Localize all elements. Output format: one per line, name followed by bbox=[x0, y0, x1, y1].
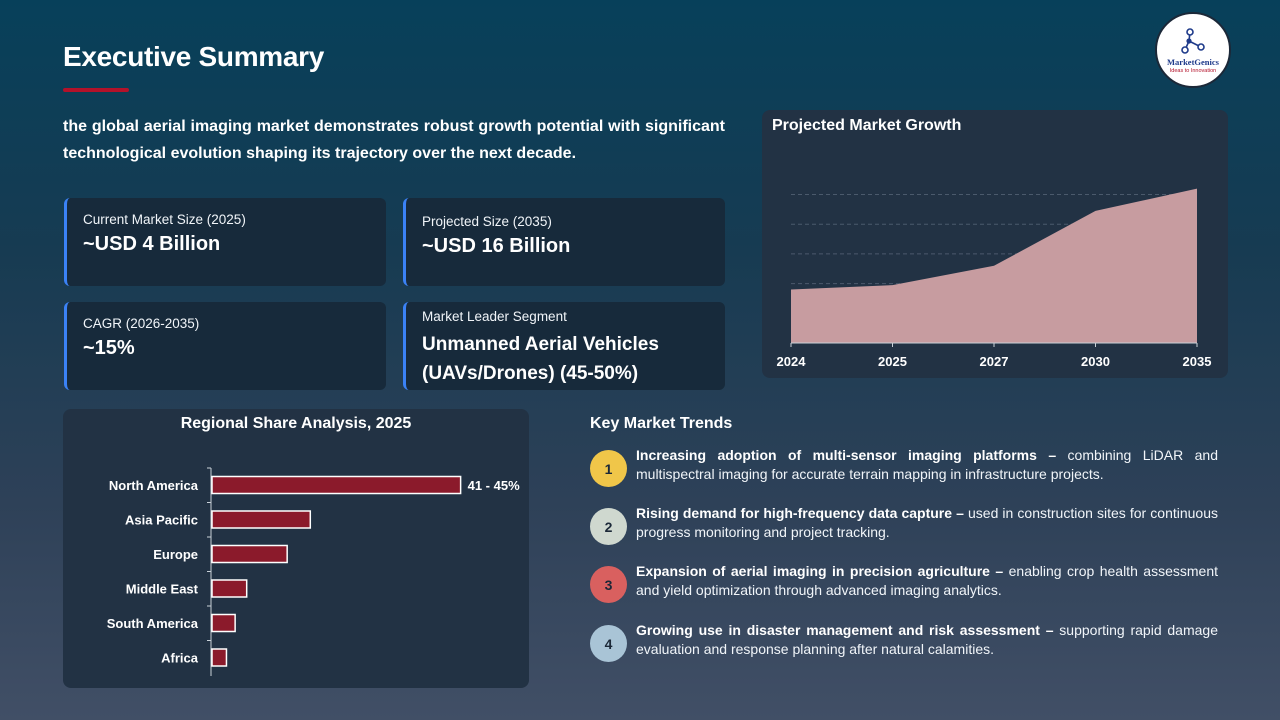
growth-chart-panel: 2024 2025 2027 2030 2035 Projected Market Gr… bbox=[762, 110, 1228, 378]
stat-card-leader-segment: Market Leader Segment Unmanned Aerial Ve… bbox=[403, 302, 725, 390]
trend-item: 3 Expansion of aerial imaging in precisio… bbox=[590, 562, 1220, 612]
trend-item: 2 Rising demand for high-frequency data c… bbox=[590, 504, 1220, 554]
stat-label: Current Market Size (2025) bbox=[83, 212, 246, 227]
trends-title: Key Market Trends bbox=[590, 415, 733, 432]
page-title: Executive Summary bbox=[63, 41, 325, 72]
trend-description: enabling crop health assessment and yiel… bbox=[636, 563, 1218, 598]
y-tick-label: Africa bbox=[161, 651, 199, 666]
trend-number-badge: 1 bbox=[590, 450, 627, 487]
y-tick-label: North America bbox=[109, 478, 199, 493]
trend-heading: Increasing adoption of multi-sensor imag… bbox=[636, 447, 1057, 463]
x-tick-label: 2024 bbox=[777, 354, 807, 369]
trend-item: 1 Increasing adoption of multi-sensor ima… bbox=[590, 446, 1220, 496]
title-underline bbox=[63, 88, 129, 92]
logo-tagline: Ideas to Innovation bbox=[1169, 67, 1217, 74]
y-tick-label: Middle East bbox=[126, 582, 199, 597]
stat-card-cagr: CAGR (2026-2035) ~15% bbox=[64, 302, 386, 390]
intro-paragraph: the global aerial imaging market demonst… bbox=[63, 118, 725, 162]
stat-value: ~USD 4 Billion bbox=[83, 233, 221, 255]
trend-item: 4 Growing use in disaster management and … bbox=[590, 621, 1220, 671]
trend-description: supporting rapid damage evaluation and r… bbox=[636, 622, 1218, 657]
stat-label: CAGR (2026-2035) bbox=[83, 316, 200, 331]
trend-number-badge: 4 bbox=[590, 625, 627, 662]
stat-value: ~15% bbox=[83, 337, 135, 359]
stat-label: Market Leader Segment bbox=[422, 309, 567, 324]
trend-number-badge: 2 bbox=[590, 508, 627, 545]
growth-chart: 2024 2025 2027 2030 2035 bbox=[777, 188, 1212, 369]
y-tick-label: Asia Pacific bbox=[125, 513, 198, 528]
company-logo[interactable]: MarketGenics Ideas to Innovation bbox=[1155, 12, 1231, 88]
region-chart: North America 41 - 45% Asia Pacific Europe M… bbox=[107, 467, 520, 676]
trend-number-badge: 3 bbox=[590, 566, 627, 603]
x-tick-label: 2027 bbox=[980, 354, 1009, 369]
trend-heading: Growing use in disaster management and r… bbox=[636, 622, 1054, 638]
stat-card-projected-size: Projected Size (2035) ~USD 16 Billion bbox=[403, 198, 725, 286]
growth-chart-title: Projected Market Growth bbox=[772, 117, 962, 134]
bar bbox=[211, 648, 228, 667]
network-nodes-icon bbox=[1181, 27, 1205, 54]
trend-heading: Expansion of aerial imaging in precision… bbox=[636, 563, 1004, 579]
x-tick-label: 2025 bbox=[878, 354, 907, 369]
trend-description: combining LiDAR and multispectral imagin… bbox=[636, 447, 1218, 482]
region-chart-panel: North America 41 - 45% Asia Pacific Europe M… bbox=[63, 409, 529, 688]
bar bbox=[211, 579, 248, 598]
area-series bbox=[791, 188, 1197, 343]
y-tick-label: South America bbox=[107, 616, 199, 631]
bar bbox=[211, 544, 288, 564]
y-tick-label: Europe bbox=[153, 547, 198, 562]
stat-card-current-size: Current Market Size (2025) ~USD 4 Billio… bbox=[64, 198, 386, 286]
stat-value-line1: Unmanned Aerial Vehicles bbox=[422, 334, 659, 355]
x-tick-label: 2030 bbox=[1081, 354, 1110, 369]
bar bbox=[211, 613, 236, 633]
logo-name: MarketGenics bbox=[1167, 56, 1219, 67]
stat-label: Projected Size (2035) bbox=[422, 214, 552, 229]
trend-heading: Rising demand for high-frequency data ca… bbox=[636, 505, 964, 521]
stat-value-line2: (UAVs/Drones) (45-50%) bbox=[422, 363, 639, 384]
x-tick-label: 2035 bbox=[1183, 354, 1212, 369]
trend-text: Increasing adoption of multi-sensor imag… bbox=[636, 446, 1218, 484]
trend-text: Expansion of aerial imaging in precision… bbox=[636, 562, 1218, 600]
bar bbox=[211, 510, 312, 529]
bar bbox=[211, 475, 462, 495]
trend-text: Growing use in disaster management and r… bbox=[636, 621, 1218, 659]
stat-value: ~USD 16 Billion bbox=[422, 235, 571, 257]
trend-description: used in construction sites for continuou… bbox=[636, 505, 1219, 540]
trend-text: Rising demand for high-frequency data ca… bbox=[636, 504, 1218, 542]
data-label: 41 - 45% bbox=[468, 478, 520, 493]
region-chart-title: Regional Share Analysis, 2025 bbox=[180, 415, 412, 432]
